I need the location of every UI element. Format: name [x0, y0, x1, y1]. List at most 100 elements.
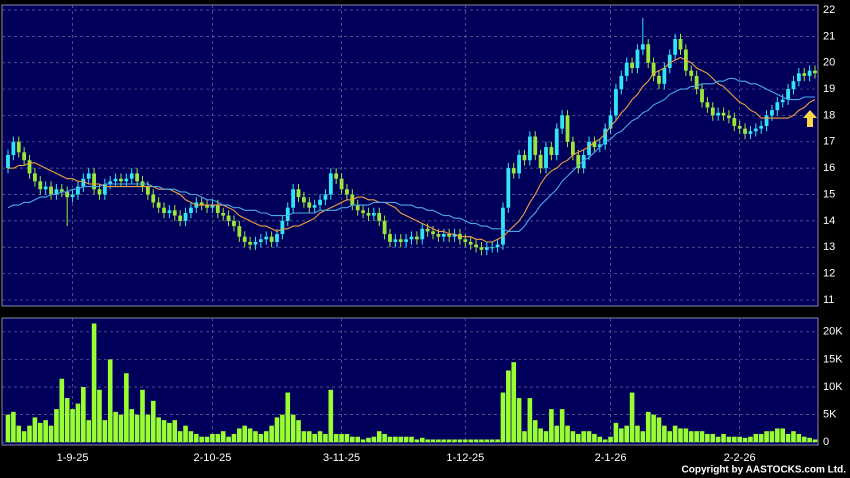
candle-body [382, 220, 387, 235]
candle-body [565, 115, 570, 142]
volume-bar [699, 431, 705, 443]
volume-bar [220, 431, 226, 443]
candle-body [371, 212, 376, 216]
candle-body [721, 112, 726, 116]
candle-body [560, 115, 565, 129]
y-tick-label: 16 [823, 162, 835, 174]
candle-body [517, 154, 521, 174]
candle-body [791, 81, 796, 90]
volume-bar [721, 433, 726, 443]
candle-body [549, 147, 554, 155]
volume-bar [177, 431, 183, 443]
volume-bar [81, 387, 86, 443]
volume-bar [366, 437, 371, 443]
volume-bar [376, 431, 382, 443]
candle-body [345, 189, 349, 195]
candle-body [307, 202, 312, 208]
candle-body [242, 236, 247, 242]
candle-body [70, 194, 75, 198]
candle-body [361, 210, 365, 213]
volume-bar [635, 425, 640, 443]
candle-body [59, 189, 64, 192]
volume-bar [199, 436, 204, 443]
candle-body [490, 247, 495, 249]
volume-bar [441, 439, 447, 443]
volume-bar [565, 425, 570, 443]
y-tick-label: 10K [823, 381, 843, 393]
candle-body [813, 70, 817, 74]
volume-bar [285, 392, 291, 443]
volume-bar [37, 422, 43, 443]
volume-bar [500, 392, 506, 443]
candle-body [328, 173, 333, 195]
candle-body [199, 202, 204, 206]
candle-body [226, 215, 231, 221]
volume-bar [333, 433, 339, 443]
candle-body [65, 191, 70, 198]
candle-body [102, 183, 107, 195]
candle-body [479, 247, 484, 250]
volume-bar [753, 433, 759, 443]
volume-bar [323, 433, 328, 443]
volume-bar [409, 436, 414, 443]
candle-body [162, 207, 166, 213]
candle-body [334, 173, 339, 179]
volume-bar [645, 411, 651, 443]
volume-bar [328, 389, 334, 443]
candle-body [108, 181, 113, 184]
candle-body [640, 44, 645, 50]
volume-bar [350, 436, 355, 443]
candle-body [275, 234, 279, 242]
volume-bar [296, 420, 301, 443]
volume-bar [737, 436, 742, 443]
volume-bar [27, 425, 32, 443]
volume-bar [575, 433, 581, 443]
volume-bar [290, 414, 296, 443]
volume-bar [129, 409, 135, 443]
candle-body [796, 73, 801, 82]
candle-body [619, 75, 624, 90]
volume-bar [619, 428, 624, 443]
volume-bar [570, 431, 576, 443]
volume-bar [769, 431, 775, 443]
candle-body [554, 128, 559, 155]
candle-body [151, 194, 156, 203]
volume-bar [726, 436, 732, 443]
price-panel [1, 4, 819, 307]
y-tick-label: 17 [823, 136, 835, 148]
candle-body [624, 62, 629, 76]
volume-bar [382, 433, 387, 443]
volume-bar [134, 414, 140, 443]
volume-bar [269, 425, 274, 443]
volume-bar [543, 431, 549, 443]
volume-bar [807, 437, 812, 443]
y-tick-label: 13 [823, 241, 835, 253]
volume-bar [710, 433, 716, 443]
x-tick-label: 1-12-25 [446, 452, 484, 464]
volume-bar [667, 431, 673, 443]
volume-bar [274, 417, 280, 443]
volume-bar [715, 436, 721, 443]
volume-bar [263, 431, 269, 443]
candle-body [770, 110, 774, 116]
candle-body [49, 186, 53, 195]
candle-body [657, 75, 661, 84]
candle-body [737, 125, 742, 129]
volume-bar [64, 398, 70, 443]
candle-body [129, 173, 134, 179]
candle-body [22, 152, 27, 161]
volume-bar [775, 428, 780, 443]
candle-body [597, 144, 602, 148]
volume-bar [683, 428, 689, 443]
volume-bar [796, 433, 802, 443]
candle-body [11, 141, 16, 155]
candle-body [743, 128, 747, 134]
candle-body [592, 141, 597, 148]
volume-bar [317, 431, 323, 443]
candle-body [463, 239, 468, 242]
candle-body [748, 131, 753, 134]
candle-body [651, 62, 656, 76]
candle-body [780, 99, 785, 103]
volume-bar [70, 409, 75, 443]
